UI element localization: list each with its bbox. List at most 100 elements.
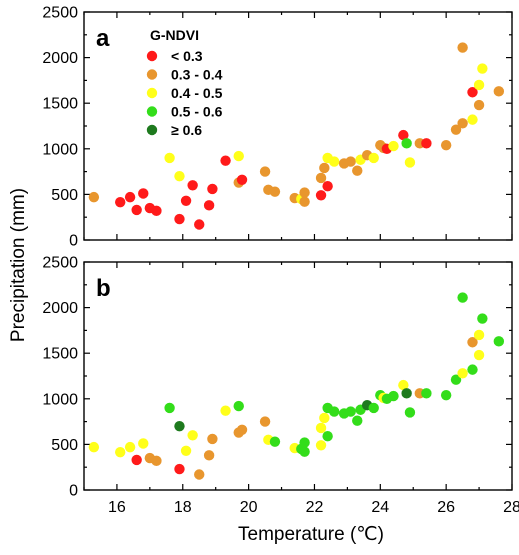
data-point (138, 438, 149, 449)
data-point (322, 430, 333, 442)
data-point (236, 424, 248, 436)
data-point (194, 219, 205, 230)
data-point (299, 187, 310, 198)
data-point (345, 406, 356, 417)
data-point (131, 454, 142, 466)
y-axis-label: Precipitation (mm) (8, 188, 29, 342)
panel-letter: b (96, 275, 111, 302)
data-point (203, 450, 215, 461)
x-tick-label: 16 (108, 499, 126, 516)
legend-label: ≥ 0.6 (171, 122, 202, 138)
y-tick-label: 0 (69, 483, 78, 500)
data-point (388, 140, 399, 152)
data-point (233, 400, 244, 412)
data-point (388, 390, 399, 402)
data-point (450, 124, 462, 135)
legend-label: 0.4 - 0.5 (171, 85, 223, 101)
data-point (207, 433, 218, 445)
y-tick-label: 2000 (42, 50, 78, 67)
data-point (220, 405, 231, 416)
data-point (345, 156, 356, 167)
x-tick-label: 22 (306, 499, 324, 516)
y-tick-label: 2000 (42, 300, 78, 317)
data-point (477, 313, 488, 324)
legend-title: G-NDVI (150, 27, 199, 43)
data-point (319, 412, 330, 424)
data-point (138, 188, 149, 199)
x-tick-label: 18 (174, 499, 192, 516)
data-point (151, 205, 162, 217)
data-point (450, 374, 462, 385)
y-tick-label: 0 (69, 233, 78, 250)
data-point (440, 139, 452, 151)
x-tick-label: 28 (503, 499, 519, 516)
data-point (467, 114, 478, 125)
data-point (457, 118, 468, 129)
y-tick-label: 500 (51, 437, 78, 454)
data-point (473, 99, 485, 111)
data-point (299, 437, 310, 448)
data-point (174, 170, 185, 182)
data-point (421, 138, 432, 149)
data-point (473, 79, 485, 91)
data-point (401, 388, 412, 399)
data-point (151, 455, 162, 467)
data-point (131, 204, 142, 216)
y-tick-label: 1000 (42, 391, 78, 408)
y-tick-label: 1500 (42, 96, 78, 113)
data-point (493, 86, 505, 97)
data-point (259, 166, 271, 177)
data-point (352, 165, 363, 176)
data-point (174, 420, 185, 432)
panel-letter: a (96, 25, 110, 52)
data-point (187, 180, 198, 191)
x-axis-label: Temperature (℃) (238, 524, 384, 545)
y-tick-label: 1000 (42, 141, 78, 158)
y-tick-label: 2500 (42, 255, 78, 272)
data-point (203, 200, 215, 211)
data-point (352, 415, 363, 426)
data-point (299, 196, 310, 207)
data-point (124, 191, 136, 203)
data-point (329, 156, 340, 167)
y-tick-label: 2500 (42, 5, 78, 22)
data-point (315, 422, 327, 434)
legend-marker (146, 124, 158, 136)
x-tick-label: 24 (371, 499, 389, 516)
data-point (477, 63, 488, 74)
data-point (236, 174, 248, 186)
panel-b: 0 500 1000 1500 2000 2500 16 18 20 22 24 26 28 b (42, 255, 519, 517)
data-point (457, 292, 468, 303)
x-tick-label: 20 (240, 499, 258, 516)
data-point (180, 445, 192, 456)
data-point (299, 446, 310, 457)
data-point (269, 436, 281, 447)
data-point (473, 329, 485, 341)
data-point (401, 138, 412, 149)
data-point (322, 180, 333, 192)
data-point (315, 172, 327, 184)
data-point (315, 440, 327, 451)
data-point (493, 336, 505, 347)
data-point (398, 129, 409, 141)
data-point (174, 463, 185, 475)
data-point (233, 150, 244, 162)
data-point (467, 87, 478, 98)
data-point (467, 337, 478, 348)
data-point (164, 402, 175, 414)
legend-marker (146, 69, 158, 80)
data-point (398, 379, 409, 391)
data-point (315, 190, 327, 201)
legend-marker (146, 87, 158, 99)
data-point (187, 430, 198, 441)
data-point (124, 441, 136, 453)
data-point (404, 157, 416, 168)
data-point (115, 446, 126, 458)
y-tick-label: 500 (51, 187, 78, 204)
data-point (174, 213, 185, 225)
data-point (368, 152, 379, 164)
data-point (457, 368, 468, 379)
data-point (368, 402, 379, 414)
data-point (467, 364, 478, 375)
